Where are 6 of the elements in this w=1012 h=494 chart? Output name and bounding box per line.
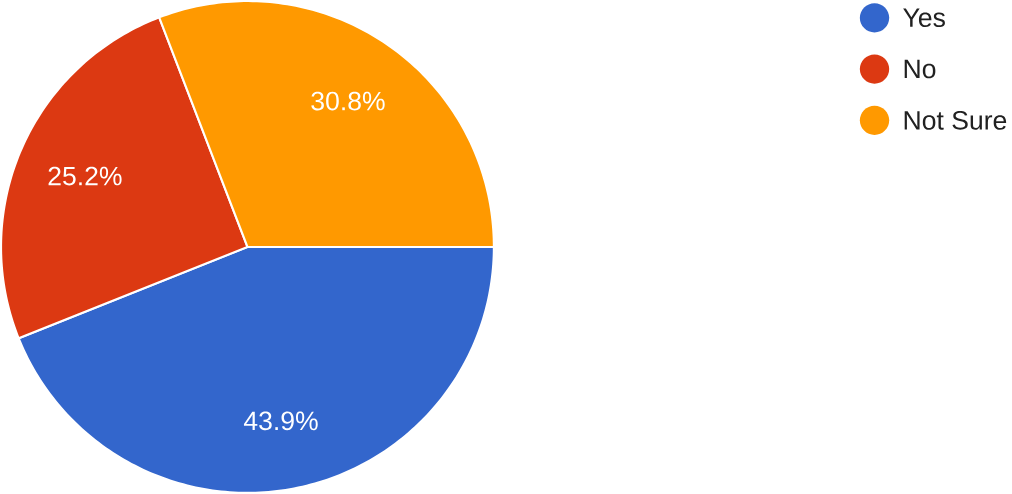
- legend-label: Yes: [903, 8, 945, 28]
- data-label: 30.8%: [311, 91, 385, 111]
- legend-label: No: [904, 59, 936, 79]
- data-label: 25.2%: [48, 166, 122, 186]
- data-label: 43.9%: [243, 411, 318, 431]
- legend-label: Not Sure: [904, 110, 1007, 130]
